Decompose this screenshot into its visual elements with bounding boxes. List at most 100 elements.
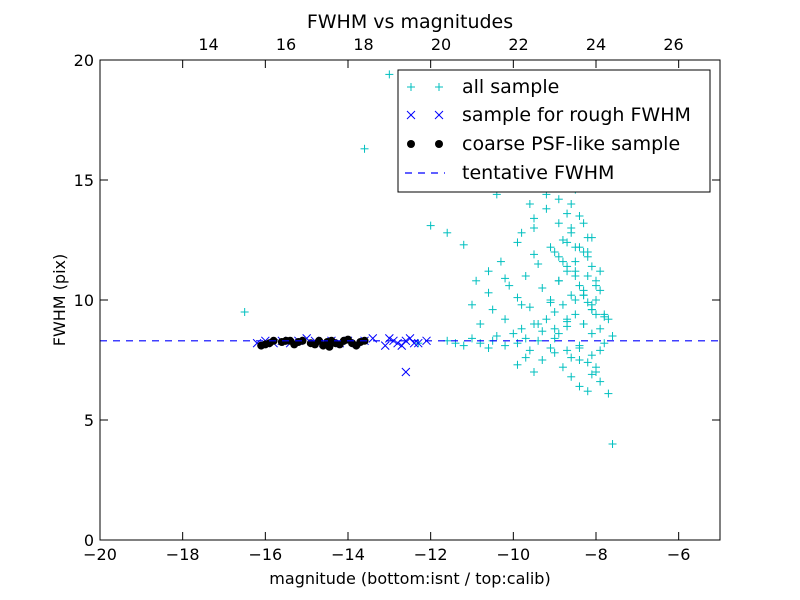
point-all-sample [579,219,588,228]
x-tick-label: −6 [667,545,691,564]
x-tick-label: −12 [414,545,448,564]
point-all-sample [521,353,530,362]
legend-label-rough-sample: sample for rough FWHM [462,104,691,126]
point-all-sample [583,233,592,242]
point-all-sample [476,320,485,328]
point-all-sample [517,324,526,333]
point-all-sample [525,200,534,208]
point-all-sample [567,200,576,208]
point-all-sample [587,305,596,314]
point-all-sample [501,274,510,283]
point-all-sample [583,387,592,396]
point-all-sample [538,284,547,292]
point-all-sample [505,281,514,290]
point-all-sample [534,320,543,328]
point-all-sample [608,440,617,448]
point-all-sample [563,322,572,331]
point-all-sample [600,310,609,319]
legend-marker-all-sample [407,83,443,91]
point-all-sample [604,315,613,324]
point-all-sample [538,327,547,336]
point-all-sample [563,346,572,355]
point-all-sample [546,243,555,252]
point-all-sample [579,291,588,300]
point-all-sample [443,228,452,237]
point-all-sample [571,296,580,304]
legend-box [397,69,711,193]
point-all-sample [583,248,592,256]
point-all-sample [575,382,584,391]
point-all-sample [501,341,510,350]
point-all-sample [571,310,580,319]
point-all-sample [571,267,580,276]
point-all-sample [484,288,493,297]
point-all-sample [563,315,572,324]
point-all-sample [563,238,572,247]
point-all-sample [459,240,468,249]
top-tick-label: 20 [431,35,451,54]
point-all-sample [240,308,249,316]
point-all-sample [550,324,559,333]
top-tick-label: 24 [586,35,606,54]
point-all-sample [596,286,605,295]
point-all-sample [567,291,576,300]
point-all-sample [558,257,567,266]
y-tick-label: 15 [74,171,94,190]
point-psf-sample [298,336,307,345]
point-all-sample [550,334,559,343]
point-all-sample [534,260,543,268]
point-all-sample [587,370,596,379]
point-all-sample [426,221,435,230]
y-axis-label: FWHM (pix) [50,254,69,347]
point-all-sample [554,219,563,228]
y-tick-label: 10 [74,291,94,310]
point-all-sample [468,300,476,309]
point-all-sample [558,363,567,372]
point-all-sample [596,377,605,386]
chart-title: FWHM vs magnitudes [307,11,513,33]
point-all-sample [563,209,572,218]
legend-label-all-sample: all sample [462,76,559,98]
point-all-sample [538,356,547,364]
point-all-sample [546,344,555,352]
point-all-sample [459,341,468,350]
point-all-sample [575,212,584,220]
point-all-sample [484,267,493,276]
point-all-sample [575,281,584,290]
point-all-sample [488,305,497,314]
point-all-sample [530,250,538,259]
point-all-sample [525,303,534,312]
top-tick-label: 18 [353,35,373,54]
point-all-sample [492,332,501,340]
x-tick-label: −16 [248,545,282,564]
point-all-sample [472,276,481,285]
point-rough-sample [380,341,390,350]
point-all-sample [567,228,576,237]
point-all-sample [517,300,526,309]
point-rough-sample [401,367,411,377]
point-all-sample [530,224,538,232]
point-all-sample [592,363,600,372]
point-all-sample [509,329,518,338]
point-all-sample [554,252,563,261]
point-all-sample [546,296,555,304]
point-all-sample [596,267,605,276]
point-all-sample [608,332,617,340]
point-all-sample [592,276,600,285]
point-all-sample [583,358,592,367]
point-all-sample [550,348,559,357]
point-all-sample [558,236,567,244]
point-all-sample [501,315,510,324]
point-all-sample [525,346,534,355]
top-tick-label: 26 [663,35,683,54]
point-all-sample [521,272,530,280]
legend-label-psf-sample: coarse PSF-like sample [462,133,680,155]
legend-marker-psf-sample [407,140,443,148]
point-all-sample [550,248,559,256]
point-all-sample [587,351,596,360]
point-all-sample [496,257,505,266]
point-psf-sample [325,342,334,351]
x-tick-label: −10 [496,545,530,564]
point-all-sample [513,238,522,247]
